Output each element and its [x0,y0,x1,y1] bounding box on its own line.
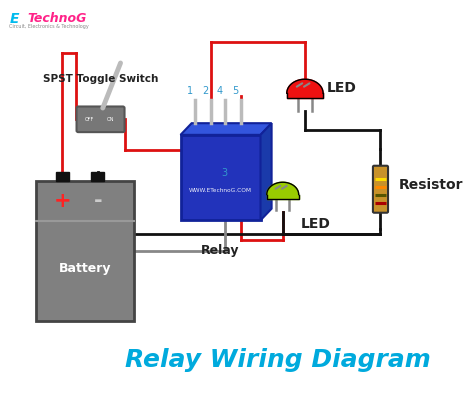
Text: 1: 1 [187,86,192,96]
Text: Circuit, Electronics & Technology: Circuit, Electronics & Technology [9,24,89,29]
Text: OFF: OFF [85,117,94,122]
Text: SPST Toggle Switch: SPST Toggle Switch [43,74,158,84]
Polygon shape [267,182,299,195]
Text: 5: 5 [232,86,238,96]
Text: 2: 2 [202,86,209,96]
Text: E: E [9,13,19,26]
Text: ON: ON [107,117,114,122]
Text: Relay Wiring Diagram: Relay Wiring Diagram [126,348,431,372]
Text: +: + [54,191,71,211]
Polygon shape [261,123,272,220]
FancyBboxPatch shape [91,172,104,182]
FancyBboxPatch shape [373,166,388,213]
FancyBboxPatch shape [36,182,134,321]
Text: 4: 4 [216,86,222,96]
Polygon shape [287,79,323,93]
Polygon shape [181,123,272,135]
Text: LED: LED [327,81,357,95]
Text: WWW.ETechnoG.COM: WWW.ETechnoG.COM [189,188,252,193]
Text: Resistor: Resistor [398,178,463,192]
Text: 3: 3 [221,168,228,178]
Polygon shape [267,195,299,199]
Text: LED: LED [301,217,330,231]
Polygon shape [287,93,323,98]
Text: Relay: Relay [201,243,240,256]
FancyBboxPatch shape [181,135,261,220]
FancyBboxPatch shape [56,172,69,182]
Text: TechnoG: TechnoG [27,13,87,26]
FancyBboxPatch shape [76,106,125,132]
Text: Battery: Battery [59,262,111,275]
Text: -: - [93,191,102,211]
